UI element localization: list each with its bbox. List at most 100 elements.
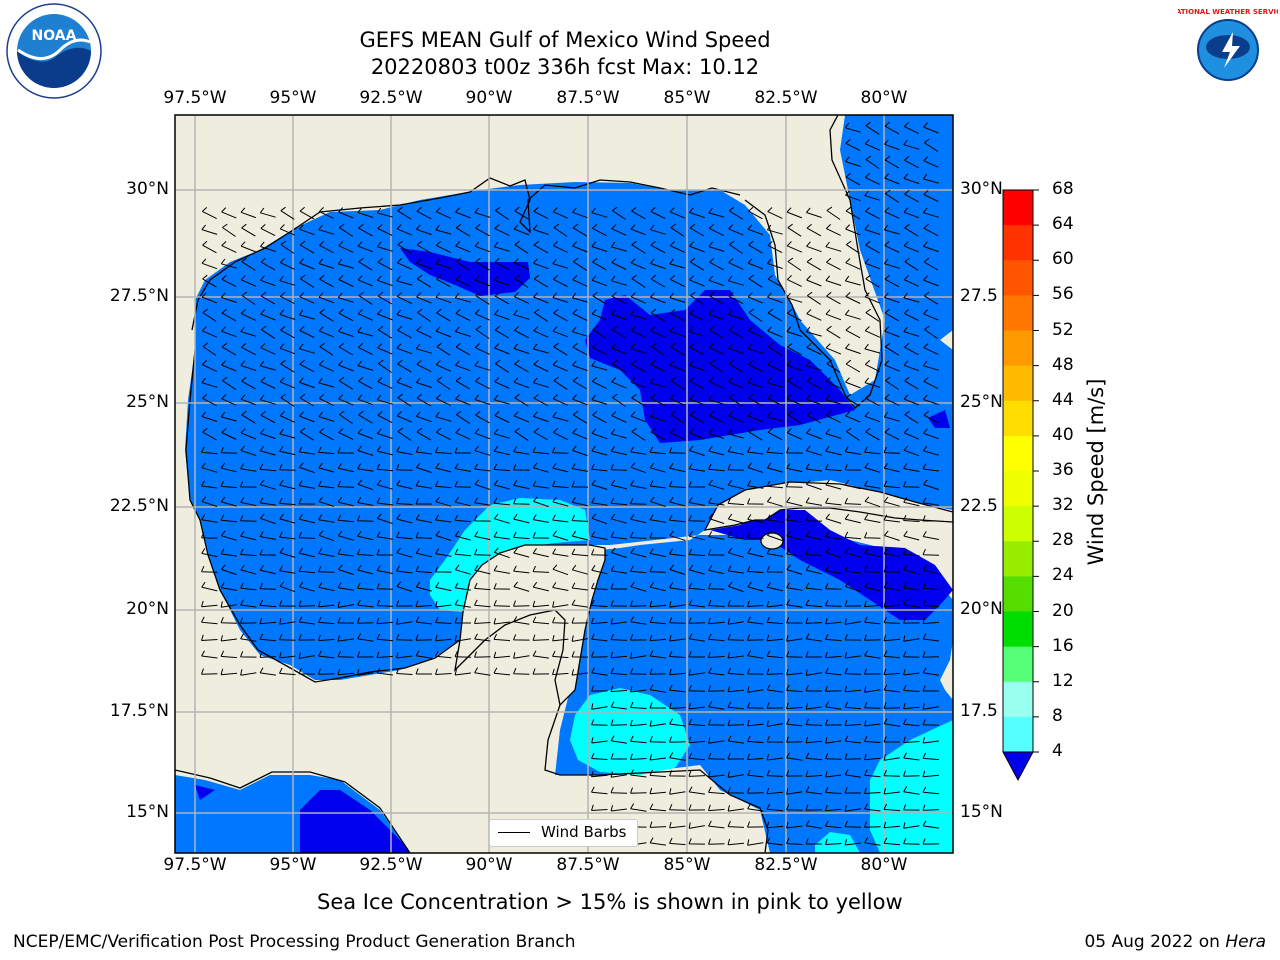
wind-barb <box>259 497 276 506</box>
wind-barb <box>357 241 374 253</box>
wind-barb <box>747 224 764 236</box>
wind-barb <box>318 446 335 455</box>
wind-barb <box>805 497 822 506</box>
wind-barb <box>572 428 588 440</box>
wind-barb <box>220 582 237 591</box>
colorbar-tick-label: 24 <box>1052 565 1074 586</box>
wind-barb <box>513 258 530 270</box>
wind-barb <box>376 599 394 607</box>
low-wind-region-north <box>400 248 530 296</box>
wind-barb <box>532 462 549 473</box>
wind-barb <box>630 258 647 270</box>
wind-barb <box>514 359 529 373</box>
wind-barb <box>475 410 490 424</box>
wind-barb <box>650 274 666 288</box>
wind-barb <box>591 565 608 575</box>
wind-barb <box>883 718 900 727</box>
wind-barb <box>378 359 392 373</box>
wind-barb <box>708 820 725 829</box>
wind-barb <box>221 292 237 303</box>
wind-barb <box>338 207 354 219</box>
wind-barb <box>649 769 667 778</box>
wind-barb <box>669 601 686 608</box>
wind-barb <box>435 530 452 541</box>
wind-barb <box>766 720 783 727</box>
wind-barb <box>318 650 335 659</box>
wind-barb <box>747 498 764 505</box>
wind-barb <box>864 326 881 338</box>
colorbar-band <box>1003 330 1033 367</box>
wind-barb <box>454 617 471 624</box>
wind-barb <box>786 207 803 219</box>
wind-barb <box>299 377 315 389</box>
wind-barb <box>357 564 374 575</box>
wind-barb <box>280 393 295 407</box>
wind-barb <box>728 309 744 320</box>
wind-barb <box>435 496 452 507</box>
wind-barb <box>922 617 940 625</box>
wind-barb <box>766 837 783 846</box>
wind-barb <box>552 480 569 489</box>
wind-barb <box>903 309 919 322</box>
wind-barb <box>846 427 860 441</box>
wind-barb <box>435 634 452 642</box>
wind-barb <box>864 139 881 151</box>
wind-barb <box>396 224 413 236</box>
wind-barb <box>903 497 920 507</box>
wind-barb <box>474 515 491 522</box>
wind-barb <box>318 207 334 219</box>
wind-barb <box>688 326 705 337</box>
wind-barb <box>845 156 861 167</box>
wind-barb <box>747 686 764 693</box>
map-title: GEFS MEAN Gulf of Mexico Wind Speed <box>359 28 771 52</box>
wind-barb <box>787 257 802 271</box>
wind-barb <box>903 122 919 134</box>
wind-barb <box>923 291 939 305</box>
wind-barb <box>552 617 569 624</box>
wind-barb <box>885 376 899 390</box>
wind-barb <box>727 446 744 455</box>
wind-barb <box>630 326 646 339</box>
wind-barb <box>825 565 842 574</box>
wind-barb <box>240 326 257 337</box>
wind-barb <box>864 753 881 761</box>
wind-barb <box>435 480 452 489</box>
wind-barb <box>318 326 335 338</box>
wind-barb <box>376 207 393 218</box>
wind-barb <box>533 240 549 254</box>
wind-barb <box>358 376 373 390</box>
wind-barb <box>552 496 569 507</box>
wind-barb <box>727 701 745 710</box>
wind-barb <box>591 497 608 506</box>
wind-barb <box>885 189 899 203</box>
wind-barb <box>513 446 530 455</box>
wind-barb <box>923 309 939 321</box>
wind-barb <box>708 583 725 590</box>
wind-barb <box>767 207 783 219</box>
wind-barb <box>416 292 432 304</box>
wind-barb <box>436 342 451 356</box>
wind-barb <box>805 582 823 591</box>
wind-barb <box>844 600 862 607</box>
wind-barb <box>923 241 939 253</box>
wind-barb <box>922 515 939 522</box>
wind-barb <box>864 224 881 235</box>
wind-barb <box>416 393 432 407</box>
wind-barb <box>495 359 509 373</box>
wind-barb <box>377 428 393 439</box>
wind-barb <box>397 325 412 339</box>
cuba-land <box>703 481 953 531</box>
wind-barb <box>494 309 510 321</box>
wind-barb <box>689 410 705 424</box>
wind-barb <box>610 428 627 439</box>
wind-barb <box>766 480 784 489</box>
wind-barb <box>883 616 901 624</box>
wind-barb <box>357 275 374 287</box>
graticule <box>175 115 953 853</box>
wind-barb <box>844 753 862 760</box>
wind-barb <box>649 581 666 592</box>
wind-barb <box>709 410 724 424</box>
wind-barb <box>201 548 218 558</box>
wind-barb <box>591 531 608 540</box>
wind-barb <box>787 308 802 322</box>
